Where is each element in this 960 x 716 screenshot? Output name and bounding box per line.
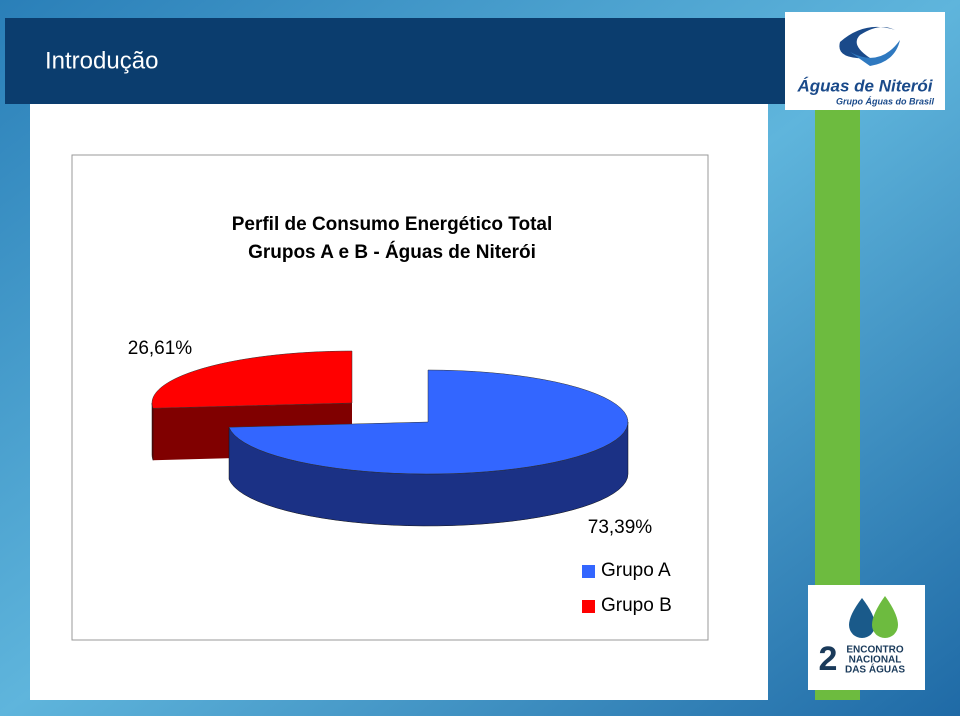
slice [151,350,353,409]
plot: 26,61% 73,39% Grupo A Grupo B [128,338,672,616]
legend-swatch [582,600,595,613]
legend-label: Grupo B [601,595,672,616]
event-text: DAS ÁGUAS [845,663,905,676]
logo-swoosh [839,26,895,59]
event-text: NACIONAL [849,655,902,666]
legend-label: Grupo A [601,560,671,581]
event-number: 2 [819,640,838,678]
legend-swatch [582,565,595,578]
logo-name: Águas de Niterói [796,76,933,95]
header-bar [5,18,785,104]
slice [228,369,629,475]
event-drop [849,598,875,638]
slice-wall [151,402,154,461]
event-logo-box [808,585,925,690]
value-label: 73,39% [588,517,653,538]
logo-tagline: Grupo Águas do Brasil [836,96,935,106]
value-label: 26,61% [128,338,193,359]
chart-title: Perfil de Consumo Energético Total [232,214,553,235]
event-drop [872,596,898,638]
chart-subtitle: Grupos A e B - Águas de Niterói [248,241,536,263]
header-title: Introdução [45,47,158,74]
event-text: ENCONTRO [846,645,903,656]
logo-swoosh [850,40,900,66]
